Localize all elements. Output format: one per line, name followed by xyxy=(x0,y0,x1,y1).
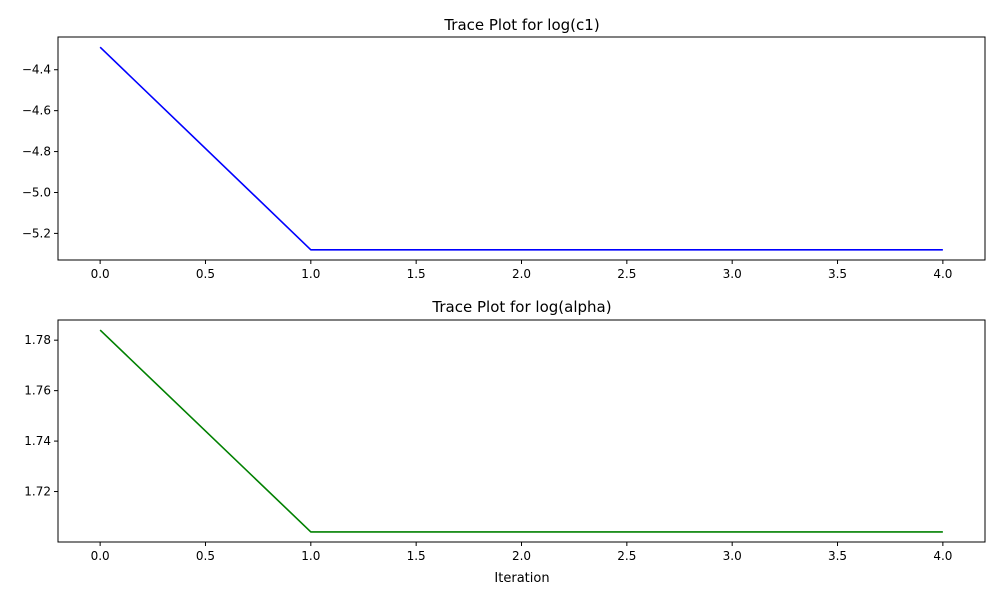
x-tick-label: 2.0 xyxy=(512,267,531,281)
x-axis-label: Iteration xyxy=(494,571,549,586)
x-tick-label: 3.5 xyxy=(828,549,847,563)
chart-title: Trace Plot for log(alpha) xyxy=(431,298,611,316)
y-tick-label: 1.74 xyxy=(24,434,51,448)
x-tick-label: 0.5 xyxy=(196,267,215,281)
x-tick-label: 1.0 xyxy=(301,549,320,563)
x-tick-label: 1.5 xyxy=(407,549,426,563)
series-lines xyxy=(99,46,943,251)
x-tick-label: 3.0 xyxy=(723,267,742,281)
x-tick-label: 3.0 xyxy=(723,549,742,563)
y-tick-label: −4.6 xyxy=(22,104,51,118)
series-line xyxy=(99,46,943,251)
series-line xyxy=(99,329,943,533)
x-tick-label: 0.0 xyxy=(91,267,110,281)
y-tick-label: 1.76 xyxy=(24,384,51,398)
y-tick-label: −5.0 xyxy=(22,185,51,199)
x-tick-label: 2.5 xyxy=(617,267,636,281)
x-tick-label: 2.0 xyxy=(512,549,531,563)
x-axis-ticks: 0.0 0.5 1.0 1.5 2.0 2.5 3.0 3.5 4.0 xyxy=(91,542,952,563)
x-tick-label: 2.5 xyxy=(617,549,636,563)
y-tick-label: −4.4 xyxy=(22,63,51,77)
x-tick-label: 0.0 xyxy=(91,549,110,563)
x-axis-ticks: 0.0 0.5 1.0 1.5 2.0 2.5 3.0 3.5 4.0 xyxy=(91,260,952,281)
x-tick-label: 3.5 xyxy=(828,267,847,281)
chart-title: Trace Plot for log(c1) xyxy=(443,16,599,34)
trace-plot-log-alpha: Trace Plot for log(alpha) 0.0 0.5 1.0 1.5 2.… xyxy=(24,298,986,586)
y-tick-label: 1.78 xyxy=(24,333,51,347)
plot-frame xyxy=(57,319,986,543)
y-tick-label: −5.2 xyxy=(22,226,51,240)
trace-plot-log-c1: Trace Plot for log(c1) 0.0 0.5 1.0 1.5 2.0 2.… xyxy=(22,16,986,281)
y-tick-label: 1.72 xyxy=(24,485,51,499)
x-tick-label: 1.5 xyxy=(407,267,426,281)
plot-frame xyxy=(57,36,986,261)
x-tick-label: 1.0 xyxy=(301,267,320,281)
y-axis-ticks: 1.78 1.76 1.74 1.72 xyxy=(24,333,58,499)
y-axis-ticks: −4.4 −4.6 −4.8 −5.0 −5.2 xyxy=(22,63,58,240)
series-lines xyxy=(99,329,943,533)
x-tick-label: 4.0 xyxy=(933,267,952,281)
y-tick-label: −4.8 xyxy=(22,145,51,159)
x-tick-label: 4.0 xyxy=(933,549,952,563)
x-tick-label: 0.5 xyxy=(196,549,215,563)
